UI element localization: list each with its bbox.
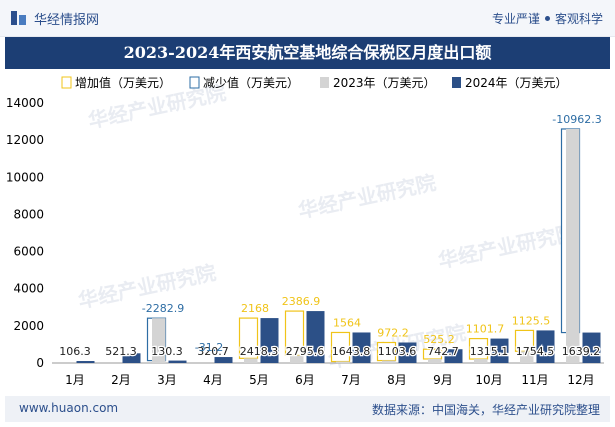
logo-icon	[11, 11, 26, 25]
x-tick-label: 12月	[567, 373, 594, 387]
y-tick-label: 12000	[6, 133, 44, 147]
change-label: -10962.3	[552, 113, 601, 126]
site-url[interactable]: www.huaon.com	[19, 401, 119, 415]
y-tick-label: 4000	[13, 282, 44, 296]
value-label-2024: 2418.3	[240, 345, 279, 358]
tagline: 专业严谨 客观科学	[492, 10, 603, 27]
change-label: 2168	[241, 302, 269, 315]
change-label: 2386.9	[282, 295, 321, 308]
bar-2024	[582, 332, 601, 363]
bar-2023	[336, 361, 350, 363]
legend-swatch	[452, 77, 461, 88]
x-tick-label: 3月	[157, 373, 177, 387]
value-label-2024: 1754.5	[516, 345, 555, 358]
x-tick-label: 5月	[249, 373, 269, 387]
change-label: 972.2	[377, 327, 409, 340]
x-tick-label: 10月	[475, 373, 502, 387]
bar-2023	[474, 359, 488, 363]
value-label-2024: 320.7	[197, 345, 229, 358]
value-label-2024: 742.7	[427, 345, 459, 358]
x-tick-label: 9月	[433, 373, 453, 387]
header-bar: 华经情报网 专业严谨 客观科学	[0, 0, 615, 37]
value-label-2024: 130.3	[151, 345, 183, 358]
x-tick-label: 4月	[203, 373, 223, 387]
y-tick-label: 2000	[13, 319, 44, 333]
x-tick-label: 8月	[387, 373, 407, 387]
title-bar: 2023-2024年西安航空基地综合保税区月度出口额	[5, 37, 610, 69]
bar-2024	[352, 332, 371, 363]
bar-2023	[566, 128, 580, 363]
bar-2023	[520, 351, 534, 363]
change-label: 525.2	[423, 333, 455, 346]
value-label-2024: 1315.1	[470, 345, 509, 358]
brand-name: 华经情报网	[34, 13, 100, 28]
y-tick-label: 0	[36, 356, 44, 370]
x-tick-label: 1月	[65, 373, 85, 387]
change-label: -31.2	[195, 341, 223, 354]
value-label-2024: 1643.8	[332, 345, 371, 358]
value-label-2024: 106.3	[59, 345, 91, 358]
chart-title: 2023-2024年西安航空基地综合保税区月度出口额	[123, 43, 492, 62]
value-label-2024: 1103.6	[378, 345, 417, 358]
legend-label: 2024年（万美元）	[465, 76, 568, 90]
tagline-dot	[544, 16, 550, 21]
bar-2024	[536, 330, 555, 363]
legend-label: 2023年（万美元）	[333, 76, 436, 90]
value-label-2024: 2795.6	[286, 345, 325, 358]
change-label: 1101.7	[466, 323, 505, 336]
value-label-2024: 521.3	[105, 345, 137, 358]
x-tick-label: 6月	[295, 373, 315, 387]
bar-2024	[214, 357, 233, 363]
bar-2023	[290, 355, 304, 363]
legend-swatch	[320, 77, 329, 88]
bar-2024	[122, 353, 141, 363]
bar-chart: 华经产业研究院华经产业研究院华经产业研究院华经产业研究院华经产业研究院02000…	[6, 75, 604, 387]
y-tick-label: 8000	[13, 207, 44, 221]
x-tick-label: 7月	[341, 373, 361, 387]
legend-swatch	[189, 76, 200, 89]
watermark-text: 华经产业研究院	[296, 170, 438, 223]
y-tick-label: 14000	[6, 96, 44, 110]
bar-2023	[428, 358, 442, 363]
legend-label: 增加值（万美元）	[75, 75, 171, 90]
change-label: -2282.9	[142, 302, 184, 315]
change-label: 1564	[333, 316, 361, 329]
value-label-2024: 1639.2	[562, 345, 601, 358]
bar-2023	[152, 318, 166, 363]
x-tick-label: 11月	[521, 373, 548, 387]
tagline-right: 客观科学	[554, 12, 603, 26]
bar-2024	[306, 311, 325, 363]
bar-2024	[260, 318, 279, 363]
change-label: 1125.5	[512, 314, 551, 327]
bar-2024	[398, 342, 417, 363]
bar-2024	[490, 338, 509, 363]
bar-2023	[382, 360, 396, 363]
source-note: 数据来源：中国海关，华经产业研究院整理	[371, 403, 600, 417]
bar-2024	[76, 361, 95, 363]
bar-2024	[444, 349, 463, 363]
bar-2023	[244, 358, 258, 363]
x-tick-label: 2月	[111, 373, 131, 387]
bar-2024	[168, 360, 187, 363]
y-tick-label: 10000	[6, 170, 44, 184]
legend-label: 减少值（万美元）	[203, 75, 299, 90]
y-tick-label: 6000	[13, 245, 44, 259]
watermark-text: 华经产业研究院	[436, 220, 578, 273]
legend-swatch	[61, 76, 72, 89]
tagline-left: 专业严谨	[491, 12, 540, 26]
footer-bar: www.huaon.com 数据来源：中国海关，华经产业研究院整理	[5, 396, 610, 422]
